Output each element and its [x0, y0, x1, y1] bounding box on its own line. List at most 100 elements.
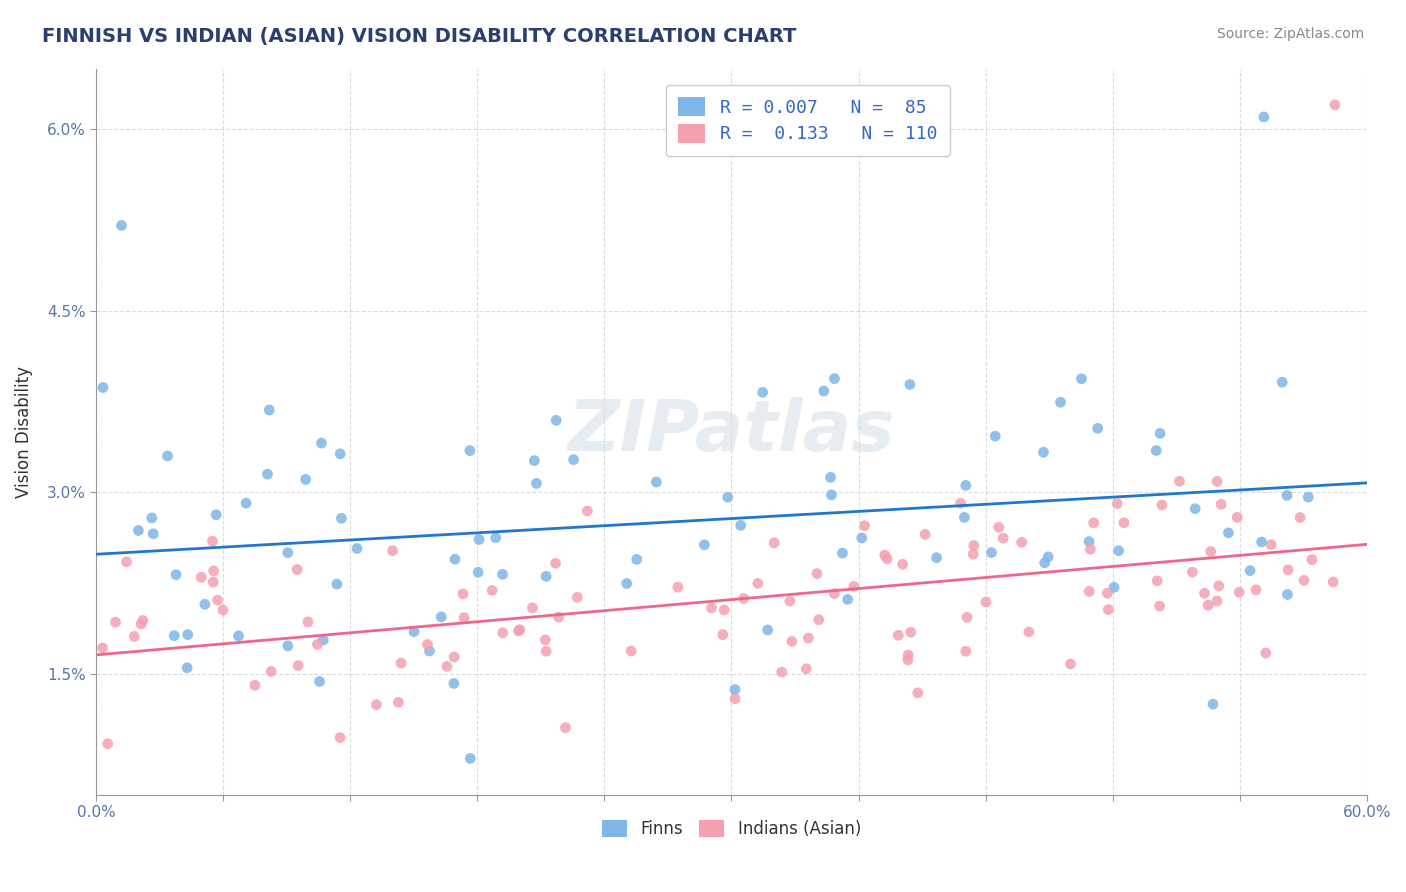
Finns: [562, 452, 585, 467]
Text: Source: ZipAtlas.com: Source: ZipAtlas.com: [1216, 27, 1364, 41]
Indians (Asian): [897, 653, 920, 667]
Indians (Asian): [124, 629, 146, 643]
Indians (Asian): [416, 638, 439, 652]
Finns: [730, 518, 752, 533]
Indians (Asian): [974, 595, 997, 609]
Finns: [468, 533, 491, 547]
Indians (Asian): [1146, 574, 1168, 588]
Indians (Asian): [807, 613, 830, 627]
Finns: [1038, 549, 1060, 564]
Indians (Asian): [1011, 535, 1033, 549]
Indians (Asian): [1181, 565, 1204, 579]
Finns: [110, 219, 132, 233]
Finns: [235, 496, 257, 510]
Indians (Asian): [711, 627, 734, 641]
Indians (Asian): [1226, 510, 1249, 524]
Finns: [1184, 501, 1206, 516]
Indians (Asian): [576, 504, 599, 518]
Indians (Asian): [770, 665, 793, 680]
Indians (Asian): [747, 576, 769, 591]
Text: FINNISH VS INDIAN (ASIAN) VISION DISABILITY CORRELATION CHART: FINNISH VS INDIAN (ASIAN) VISION DISABIL…: [42, 27, 797, 45]
Indians (Asian): [1097, 586, 1119, 600]
Indians (Asian): [1277, 563, 1299, 577]
Indians (Asian): [700, 600, 723, 615]
Indians (Asian): [115, 555, 138, 569]
Indians (Asian): [900, 625, 922, 640]
Finns: [141, 511, 163, 525]
Indians (Asian): [763, 536, 786, 550]
Finns: [308, 674, 330, 689]
Indians (Asian): [914, 527, 936, 541]
Finns: [955, 478, 977, 492]
Indians (Asian): [1199, 544, 1222, 558]
Indians (Asian): [492, 625, 515, 640]
Finns: [485, 531, 508, 545]
Indians (Asian): [1227, 585, 1250, 599]
Indians (Asian): [91, 640, 114, 655]
Indians (Asian): [453, 610, 475, 624]
Indians (Asian): [1323, 98, 1346, 112]
Finns: [1078, 534, 1101, 549]
Finns: [717, 490, 740, 504]
Finns: [645, 475, 668, 489]
Indians (Asian): [451, 587, 474, 601]
Indians (Asian): [522, 601, 544, 615]
Finns: [228, 629, 250, 643]
Finns: [756, 623, 779, 637]
Finns: [460, 751, 482, 765]
Finns: [953, 510, 976, 524]
Indians (Asian): [1097, 602, 1119, 616]
Finns: [980, 545, 1002, 559]
Finns: [925, 550, 948, 565]
Finns: [444, 552, 467, 566]
Finns: [523, 453, 546, 467]
Finns: [458, 443, 481, 458]
Indians (Asian): [873, 548, 896, 562]
Indians (Asian): [853, 518, 876, 533]
Finns: [626, 552, 648, 566]
Finns: [1218, 525, 1240, 540]
Indians (Asian): [823, 586, 845, 600]
Indians (Asian): [243, 678, 266, 692]
Finns: [277, 546, 299, 560]
Finns: [1087, 421, 1109, 435]
Indians (Asian): [554, 721, 576, 735]
Indians (Asian): [381, 543, 404, 558]
Finns: [534, 569, 557, 583]
Indians (Asian): [794, 662, 817, 676]
Finns: [1049, 395, 1071, 409]
Finns: [1102, 580, 1125, 594]
Finns: [820, 470, 842, 484]
Indians (Asian): [1112, 516, 1135, 530]
Indians (Asian): [1083, 516, 1105, 530]
Finns: [467, 566, 489, 580]
Finns: [127, 524, 149, 538]
Indians (Asian): [987, 520, 1010, 534]
Indians (Asian): [129, 616, 152, 631]
Indians (Asian): [1078, 584, 1101, 599]
Indians (Asian): [797, 631, 820, 645]
Finns: [824, 372, 846, 386]
Indians (Asian): [567, 591, 589, 605]
Finns: [346, 541, 368, 556]
Indians (Asian): [287, 658, 309, 673]
Indians (Asian): [534, 644, 557, 658]
Finns: [330, 511, 353, 525]
Indians (Asian): [97, 737, 120, 751]
Indians (Asian): [366, 698, 388, 712]
Indians (Asian): [285, 563, 308, 577]
Finns: [329, 447, 352, 461]
Finns: [1032, 445, 1054, 459]
Indians (Asian): [481, 583, 503, 598]
Indians (Asian): [891, 558, 914, 572]
Indians (Asian): [876, 551, 898, 566]
Indians (Asian): [956, 610, 979, 624]
Indians (Asian): [202, 574, 225, 589]
Indians (Asian): [207, 593, 229, 607]
Finns: [831, 546, 853, 560]
Indians (Asian): [733, 591, 755, 606]
Indians (Asian): [104, 615, 127, 630]
Y-axis label: Vision Disability: Vision Disability: [15, 366, 32, 498]
Indians (Asian): [779, 594, 801, 608]
Indians (Asian): [724, 691, 747, 706]
